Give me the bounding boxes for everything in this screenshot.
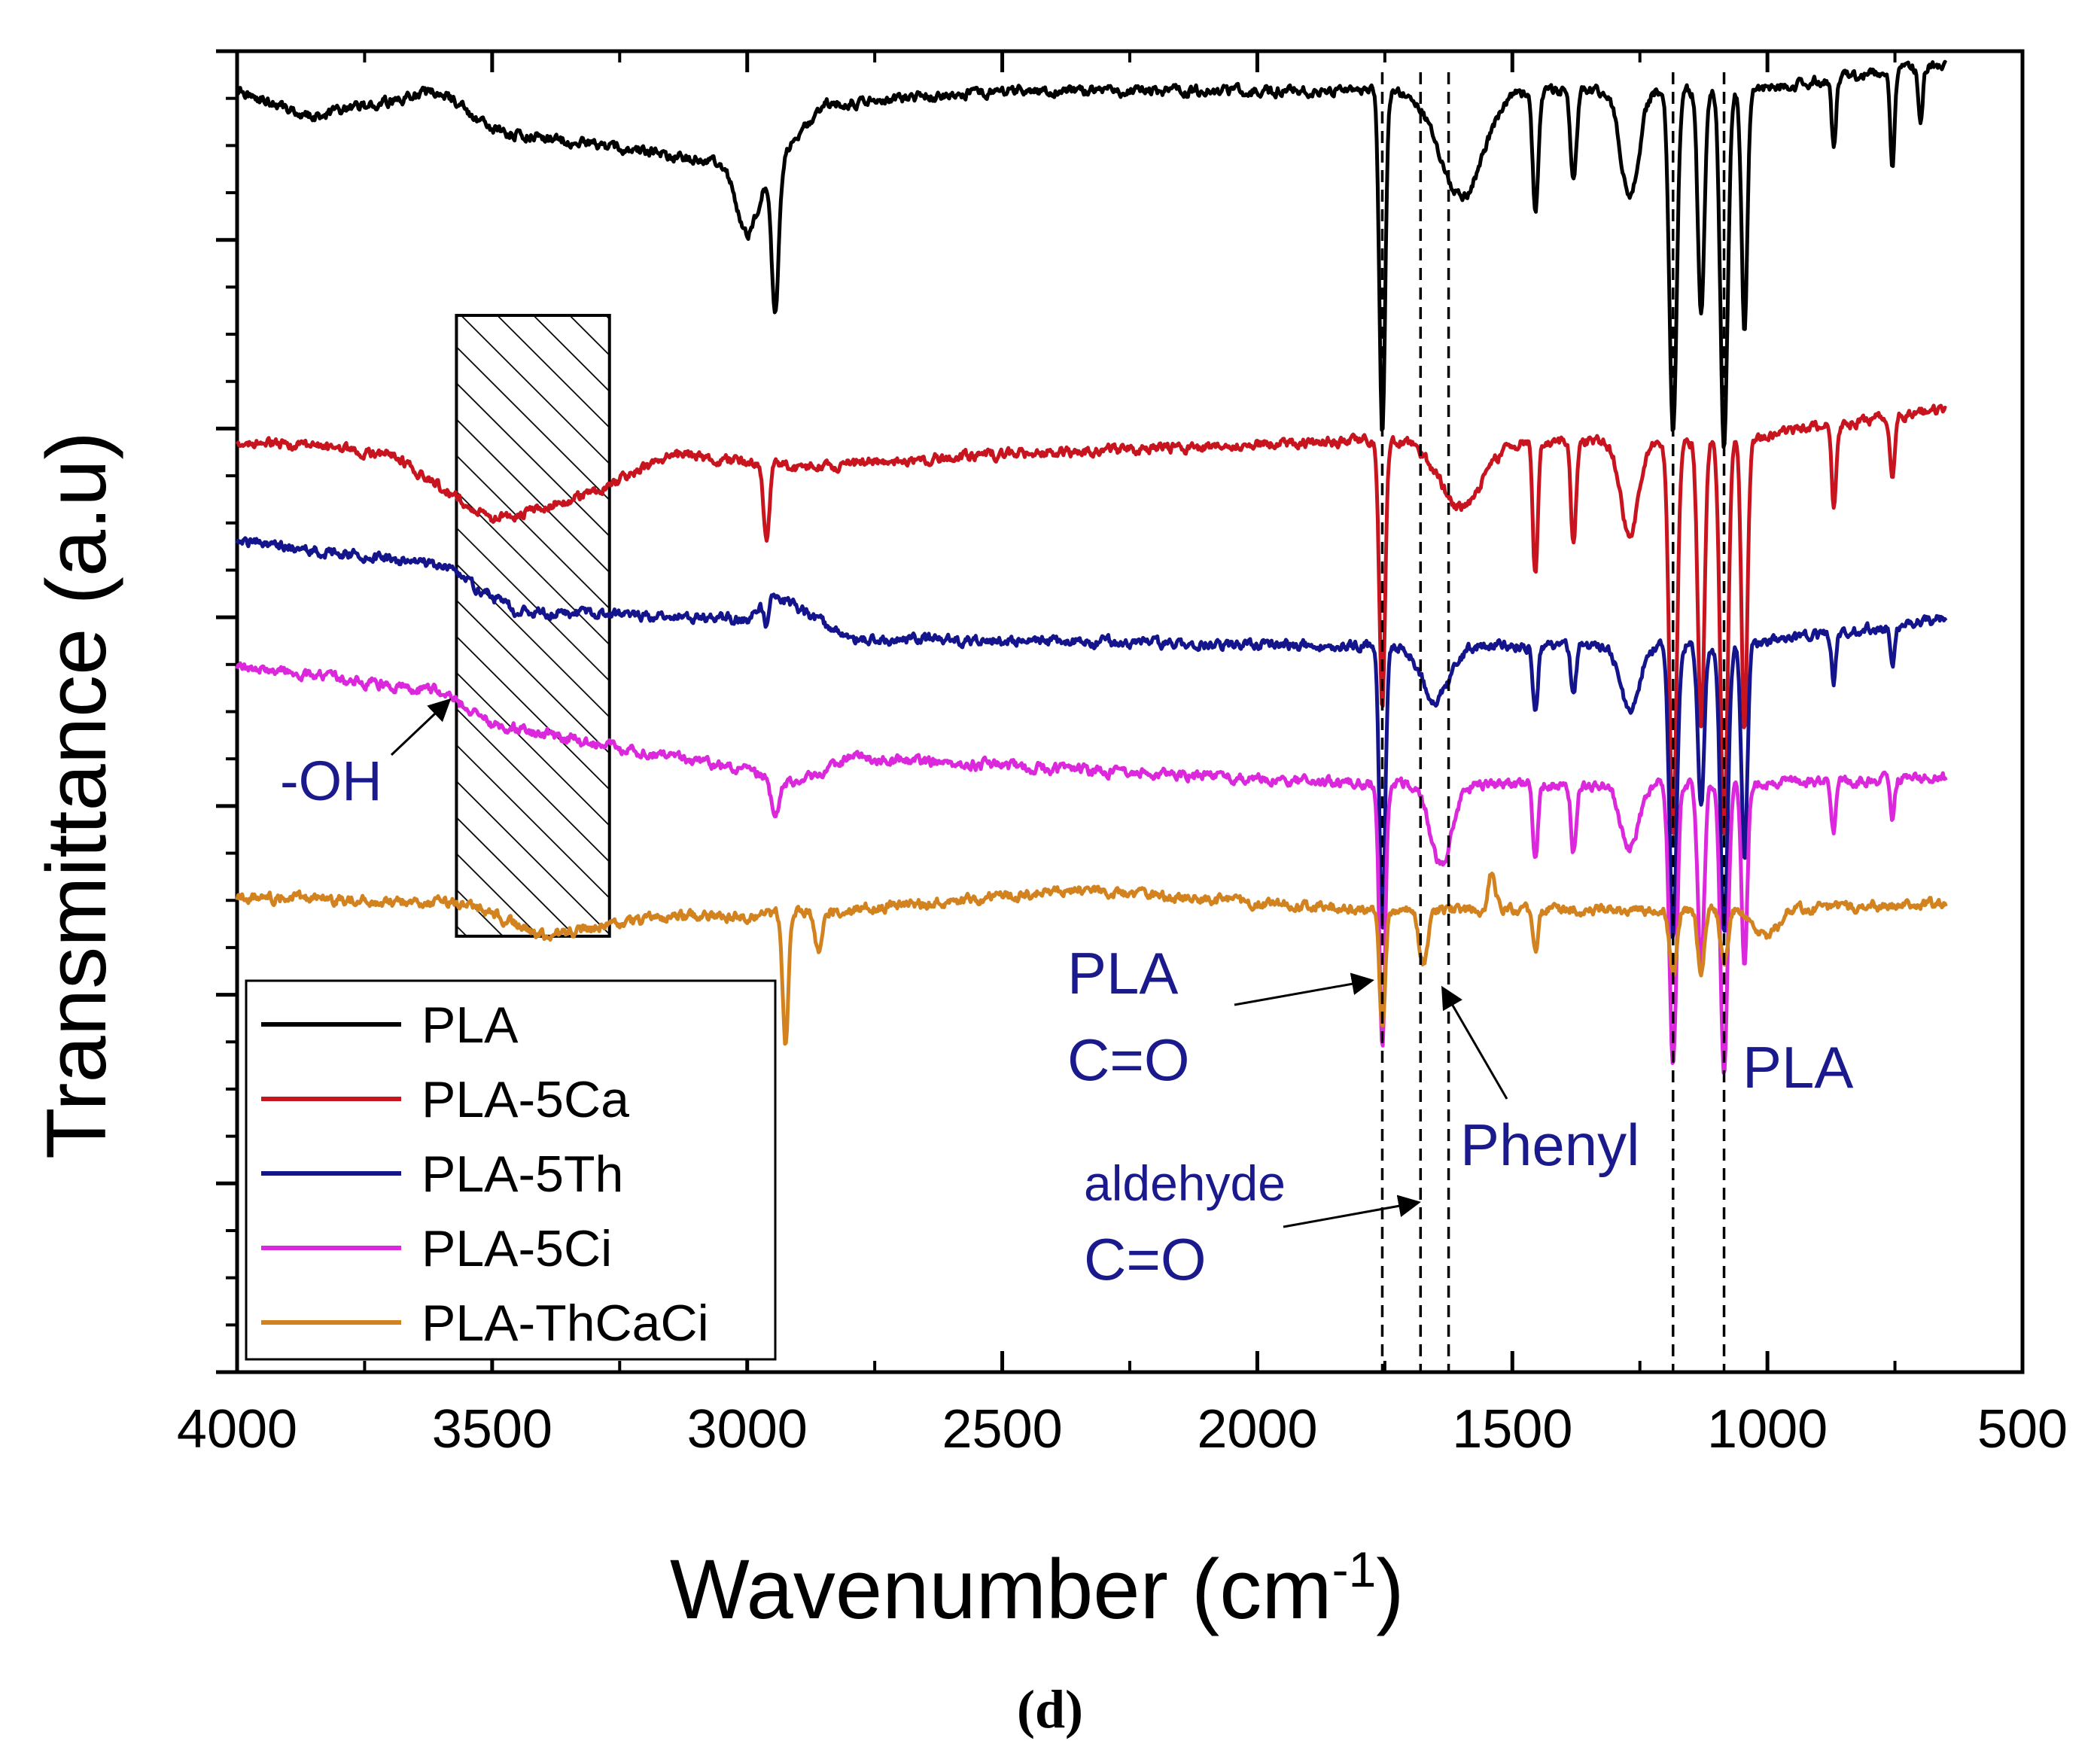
arrow-aldehyde xyxy=(1283,1194,1421,1228)
legend-label: PLA xyxy=(422,997,519,1054)
x-axis-title-close: ) xyxy=(1376,1542,1404,1636)
x-tick-label: 2500 xyxy=(942,1399,1062,1459)
figure-caption-close: ) xyxy=(1065,1679,1083,1739)
axis-ticks: 4000 3500 3000 2500 2000 1500 1000 500 xyxy=(177,49,2068,1459)
annotation-aldehyde-1: aldehyde xyxy=(1084,1155,1286,1211)
x-tick-label: 3000 xyxy=(687,1399,808,1459)
x-tick-label: 3500 xyxy=(432,1399,552,1459)
figure-caption-open: ( xyxy=(1017,1679,1035,1739)
annotation-oh: -OH xyxy=(280,750,382,812)
reference-lines xyxy=(1380,72,1726,1372)
series-line-pla xyxy=(236,59,1948,449)
arrow-oh xyxy=(390,698,452,756)
x-tick-label: 2000 xyxy=(1197,1399,1317,1459)
arrow-phenyl xyxy=(1441,985,1508,1100)
x-axis-title-main: Wavenumber (cm xyxy=(670,1542,1332,1636)
series-line-pla-5th xyxy=(235,536,1948,939)
annotation-aldehyde-2: C=O xyxy=(1084,1226,1207,1292)
legend: PLA PLA-5Ca PLA-5Th PLA-5Ci PLA-ThCaCi xyxy=(245,979,777,1361)
legend-label: PLA-5Th xyxy=(422,1146,623,1203)
series-line-pla-5ci xyxy=(235,661,1948,1075)
annotation-pla-carbonyl-2: C=O xyxy=(1067,1027,1190,1093)
figure-caption-letter: d xyxy=(1035,1679,1065,1739)
x-tick-label: 1000 xyxy=(1707,1399,1828,1459)
series-line-pla-thcaci xyxy=(235,872,1948,1046)
legend-label: PLA-5Ci xyxy=(422,1220,612,1277)
arrow-pla-carbonyl xyxy=(1234,972,1374,1006)
x-axis-title-superscript: -1 xyxy=(1332,1541,1377,1597)
spectra-series xyxy=(235,59,1948,1075)
figure-caption: (d) xyxy=(1017,1679,1083,1739)
x-tick-label: 1500 xyxy=(1452,1399,1572,1459)
oh-hatched-region xyxy=(455,314,611,938)
x-tick-label: 4000 xyxy=(177,1399,297,1459)
x-tick-label: 500 xyxy=(1977,1399,2068,1459)
x-axis-title: Wavenumber (cm-1) xyxy=(670,1541,1405,1636)
series-line-pla-5ca xyxy=(235,403,1947,836)
annotation-phenyl: Phenyl xyxy=(1460,1112,1640,1178)
y-axis-title: Transmittance (a.u) xyxy=(29,431,123,1159)
annotation-pla-carbonyl-1: PLA xyxy=(1067,940,1178,1006)
legend-label: PLA-5Ca xyxy=(422,1071,629,1128)
legend-box xyxy=(245,979,777,1361)
legend-label: PLA-ThCaCi xyxy=(422,1295,709,1352)
annotation-pla-region: PLA xyxy=(1742,1034,1853,1100)
